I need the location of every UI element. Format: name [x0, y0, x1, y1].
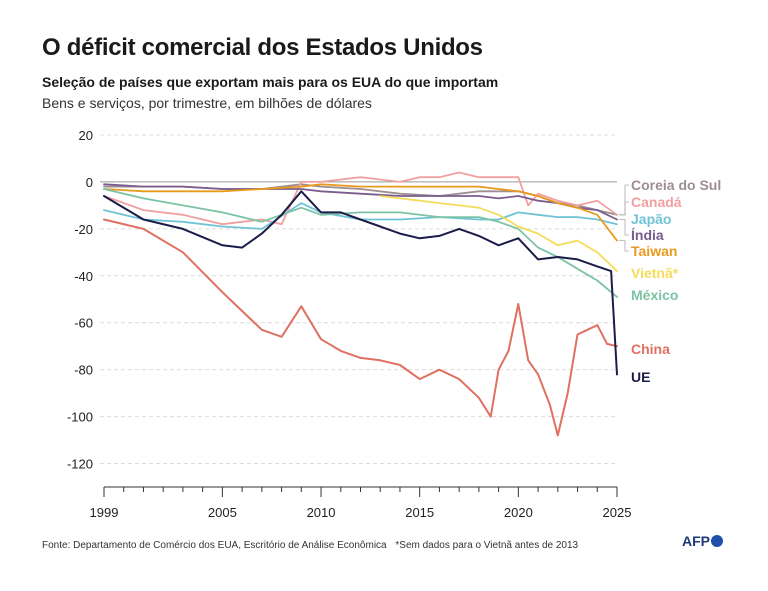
- leader-line: [619, 201, 629, 216]
- series-line-coreia-do-sul: [103, 183, 618, 216]
- source-note: Fonte: Departamento de Comércio dos EUA,…: [42, 540, 387, 551]
- chart-title: O déficit comercial dos Estados Unidos: [42, 34, 483, 61]
- series-label-vietn: Vietnã*: [631, 265, 679, 281]
- y-tick-label: -20: [74, 222, 93, 237]
- leader-line: [619, 240, 629, 252]
- x-tick-label: 2025: [603, 505, 632, 520]
- series-line-jap-o: [103, 202, 618, 230]
- series-label-canad: Canadá: [631, 194, 682, 210]
- chart-subtitle: Seleção de países que exportam mais para…: [42, 74, 499, 90]
- y-tick-label: -60: [74, 316, 93, 331]
- x-tick-label: 2010: [307, 505, 336, 520]
- series-label-ue: UE: [631, 369, 650, 385]
- series-label-coreia-do-sul: Coreia do Sul: [631, 177, 721, 193]
- series-line-m-xico: [103, 188, 618, 298]
- vietnam-footnote: *Sem dados para o Vietnã antes de 2013: [395, 540, 579, 551]
- x-tick-label: 1999: [90, 505, 119, 520]
- gridlines: [100, 134, 617, 465]
- y-tick-label: -40: [74, 269, 93, 284]
- series-line-canad: [103, 171, 618, 226]
- leader-line: [619, 219, 629, 236]
- series-label-taiwan: Taiwan: [631, 243, 677, 259]
- x-tick-label: 2005: [208, 505, 237, 520]
- footer: Fonte: Departamento de Comércio dos EUA,…: [42, 540, 584, 551]
- leader-line: [619, 184, 629, 216]
- afp-logo-text: AFP: [682, 533, 710, 549]
- axes: 20 0 -20 -40 -60 -80 -100 -120 1999 2005 2010 2015 2…: [67, 128, 631, 520]
- afp-logo: AFP: [682, 533, 723, 549]
- series-label--ndia: Índia: [631, 227, 664, 243]
- series-label-jap-o: Japão: [631, 211, 671, 227]
- x-tick-label: 2020: [504, 505, 533, 520]
- y-tick-label: 0: [86, 175, 93, 190]
- y-tick-label: -80: [74, 363, 93, 378]
- afp-logo-dot: [711, 535, 723, 547]
- x-tick-label: 2015: [405, 505, 434, 520]
- series-line-china: [103, 218, 618, 437]
- series-lines: [103, 171, 618, 437]
- y-tick-label: -100: [67, 410, 93, 425]
- series-line-vietn: [379, 195, 618, 273]
- y-tick-label: 20: [79, 128, 93, 143]
- series-label-china: China: [631, 341, 670, 357]
- series-line-ue: [103, 190, 618, 376]
- chart-units-note: Bens e serviços, por trimestre, em bilhõ…: [42, 95, 372, 111]
- y-tick-label: -120: [67, 457, 93, 472]
- series-label-m-xico: México: [631, 287, 678, 303]
- series-line-taiwan: [103, 183, 618, 242]
